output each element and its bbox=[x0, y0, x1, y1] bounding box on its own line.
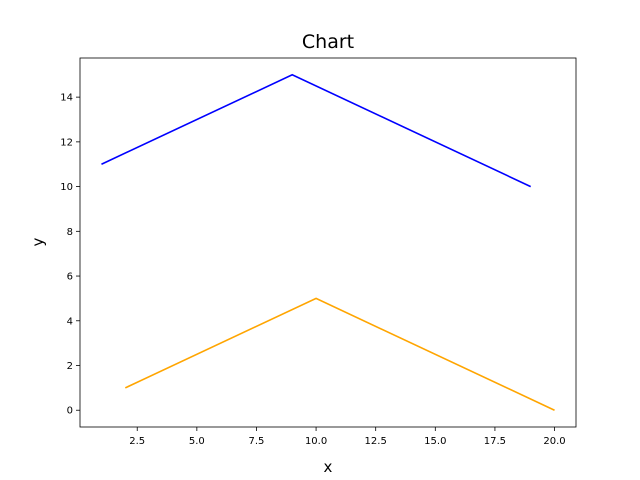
y-tick-label: 10 bbox=[60, 182, 73, 193]
series-line-1 bbox=[101, 73, 532, 188]
chart-title: Chart bbox=[302, 31, 354, 53]
y-tick-label: 2 bbox=[67, 361, 73, 372]
x-tick-label: 10.0 bbox=[305, 436, 327, 447]
y-tick-label: 14 bbox=[60, 93, 73, 104]
y-tick-label: 4 bbox=[67, 316, 73, 327]
series-layer bbox=[101, 73, 555, 411]
x-tick-label: 12.5 bbox=[365, 436, 387, 447]
x-axis-title: x bbox=[324, 458, 333, 476]
x-tick-label: 2.5 bbox=[129, 436, 145, 447]
x-axis-ticks: 2.5 5.0 7.5 10.0 12.5 15.0 17.5 20.0 bbox=[129, 427, 566, 447]
y-tick-label: 12 bbox=[60, 137, 73, 148]
y-tick-label: 0 bbox=[67, 406, 73, 417]
y-axis-title: y bbox=[29, 237, 47, 246]
y-axis-ticks: 0 2 4 6 8 10 12 14 bbox=[60, 93, 80, 417]
x-tick-label: 7.5 bbox=[249, 436, 265, 447]
x-tick-label: 17.5 bbox=[484, 436, 506, 447]
plot-frame bbox=[79, 57, 577, 428]
x-tick-label: 15.0 bbox=[424, 436, 446, 447]
x-tick-label: 20.0 bbox=[543, 436, 565, 447]
series-line-2 bbox=[124, 297, 555, 411]
y-tick-label: 8 bbox=[67, 227, 73, 238]
x-tick-label: 5.0 bbox=[189, 436, 205, 447]
y-tick-label: 6 bbox=[67, 272, 73, 283]
